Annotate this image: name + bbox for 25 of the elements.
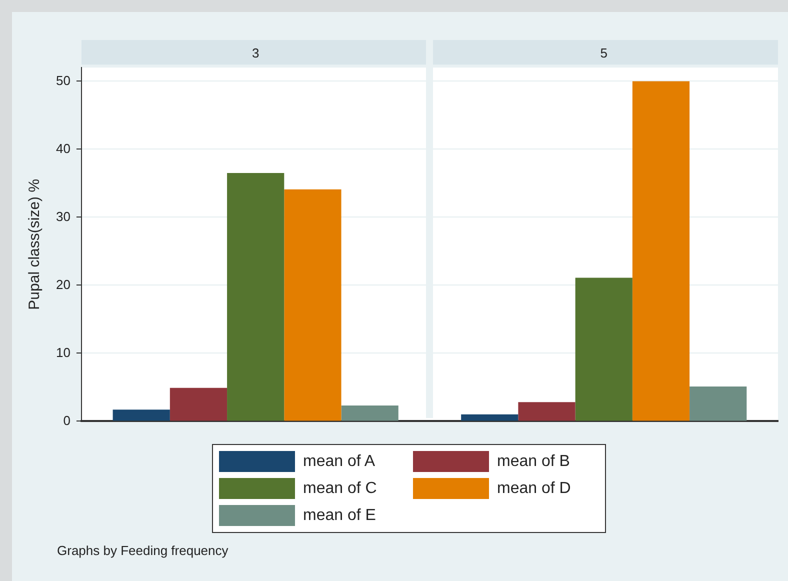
bar <box>632 81 690 421</box>
bar <box>170 388 228 421</box>
legend-label: mean of E <box>303 506 376 524</box>
y-tick-label: 0 <box>63 412 70 428</box>
y-tick-label: 30 <box>56 208 70 224</box>
bar <box>461 414 518 421</box>
y-axis-title: Pupal class(size) % <box>26 178 44 310</box>
bar <box>518 402 576 421</box>
text: Graphs by Feeding frequency <box>57 543 228 558</box>
bar <box>575 278 632 421</box>
legend-label: mean of B <box>497 452 570 470</box>
y-tick-label: 40 <box>56 140 70 156</box>
bar <box>227 173 284 421</box>
y-tick-label: 20 <box>56 276 70 292</box>
y-tick-label: 10 <box>56 344 70 360</box>
legend-label: mean of A <box>303 452 376 470</box>
bar <box>112 410 170 421</box>
legend-label: mean of C <box>303 480 377 498</box>
bar <box>341 406 398 421</box>
y-tick-label: 50 <box>56 72 70 88</box>
bar <box>284 189 342 421</box>
legend-label: mean of D <box>497 480 571 498</box>
x-tick-label: 3 <box>252 45 260 60</box>
x-tick-label: 5 <box>600 45 608 60</box>
bar <box>690 386 747 421</box>
